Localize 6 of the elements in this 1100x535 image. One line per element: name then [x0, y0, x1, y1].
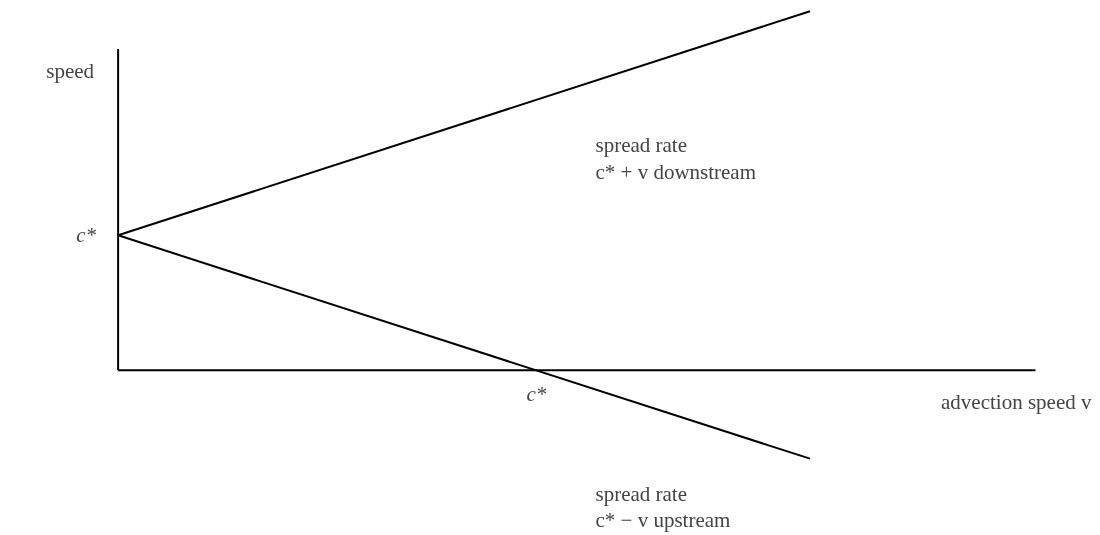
annotation: c* — [526, 382, 547, 407]
text: spread rate c* − v upstream — [595, 481, 731, 533]
text: c* — [76, 223, 97, 248]
annotation: spread rate c* + v downstream — [595, 133, 757, 184]
x-axis-title: advection speed v — [941, 390, 1092, 415]
y-axis-title: speed — [46, 58, 95, 83]
